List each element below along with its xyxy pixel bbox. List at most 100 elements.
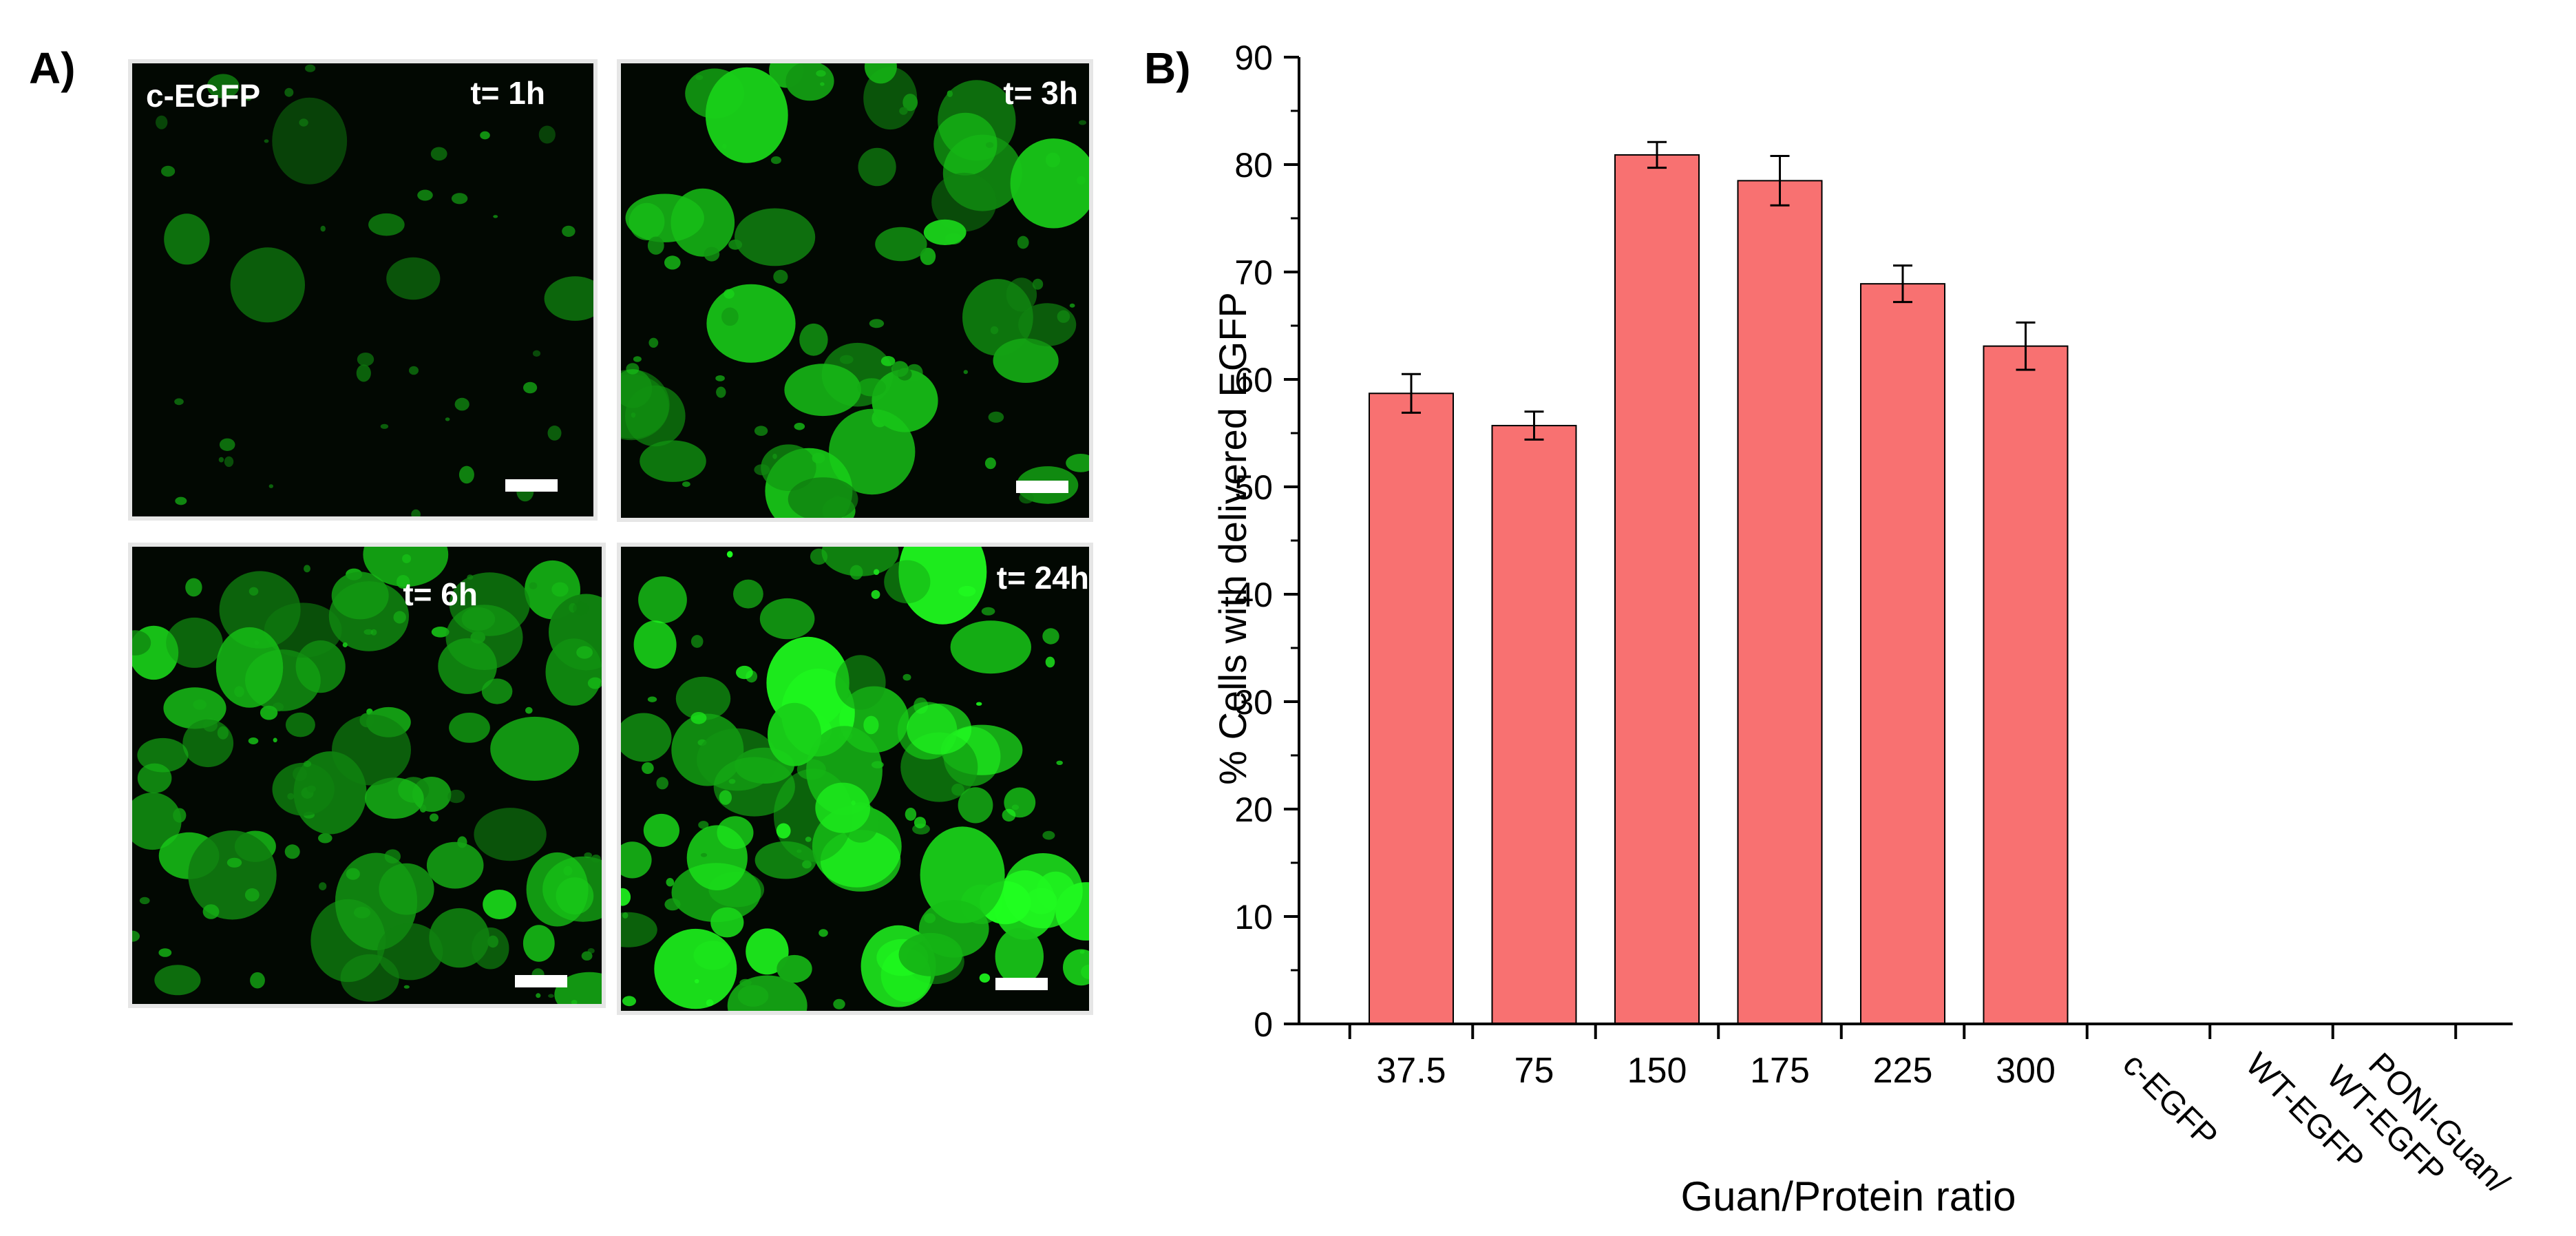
- cell-blob: [810, 548, 828, 565]
- cell-blob: [166, 617, 223, 668]
- cell-blob: [754, 464, 770, 476]
- cell-blob: [770, 156, 781, 165]
- cell-blob: [654, 928, 737, 1009]
- cell-blob: [417, 189, 433, 201]
- cell-blob: [902, 94, 918, 112]
- y-tick-label: 50: [1234, 468, 1273, 507]
- bar: [1614, 154, 1700, 1025]
- cell-blob: [682, 481, 690, 488]
- cell-blob: [746, 928, 789, 975]
- y-tick-label: 0: [1254, 1005, 1273, 1044]
- cell-blob: [754, 841, 816, 879]
- cell-blob: [224, 456, 234, 468]
- cell-blob: [884, 560, 931, 604]
- cell-blob: [735, 208, 816, 266]
- y-tick-label: 90: [1234, 39, 1273, 77]
- cell-blob: [833, 998, 845, 1009]
- cell-blob: [244, 888, 260, 902]
- cell-blob: [664, 255, 681, 270]
- cell-blob: [704, 247, 720, 262]
- cell-blob: [716, 386, 726, 398]
- cell-blob: [284, 844, 300, 859]
- cell-blob: [132, 792, 182, 850]
- cell-blob: [1045, 656, 1055, 668]
- cell-blob: [139, 897, 150, 905]
- cell-blob: [1042, 830, 1055, 840]
- cell-blob: [869, 319, 885, 328]
- cell-blob: [875, 227, 927, 262]
- cell-blob: [907, 703, 972, 755]
- cell-blob: [457, 836, 467, 848]
- cell-blob: [226, 857, 242, 868]
- panel-b-label: B): [1144, 43, 1191, 93]
- cell-blob: [958, 787, 993, 824]
- cell-blob: [815, 782, 871, 833]
- cell-blob: [1018, 303, 1077, 346]
- micrograph-3h-image: [621, 63, 1089, 518]
- cell-blob: [726, 551, 733, 558]
- cell-blob: [947, 90, 953, 97]
- cell-blob: [587, 677, 602, 689]
- cell-blob: [490, 716, 580, 781]
- cell-blob: [633, 620, 677, 669]
- cell-blob: [304, 565, 310, 573]
- micrograph-1h-image: [156, 64, 593, 516]
- cell-blob: [835, 655, 886, 710]
- cell-blob: [829, 408, 916, 495]
- cell-blob: [386, 257, 441, 300]
- cell-blob: [899, 107, 908, 115]
- cell-blob: [547, 426, 562, 441]
- cell-blob: [963, 370, 968, 375]
- cell-blob: [933, 112, 997, 176]
- cell-blob: [365, 777, 424, 819]
- cell-blob: [640, 440, 706, 482]
- cell-blob: [483, 890, 516, 919]
- cell-blob: [625, 193, 704, 242]
- cell-blob: [430, 813, 439, 822]
- x-tick-label: PONI-Guan/WT-EGFP: [2319, 1031, 2516, 1228]
- cell-blob: [377, 923, 443, 981]
- cell-blob: [182, 719, 234, 768]
- cell-blob: [754, 426, 768, 436]
- cell-blob: [993, 338, 1059, 383]
- cell-blob: [576, 646, 593, 659]
- x-tick-label: 300: [1996, 1051, 2056, 1091]
- scale-bar: [1016, 481, 1068, 493]
- x-tick-label: 37.5: [1376, 1051, 1446, 1091]
- cell-blob: [480, 131, 490, 140]
- cell-blob: [721, 307, 739, 326]
- cell-blob: [864, 63, 897, 84]
- cell-blob: [880, 356, 896, 366]
- cell-blob: [784, 364, 861, 417]
- cell-blob: [185, 578, 202, 597]
- cell-blob: [447, 789, 465, 804]
- cell-blob: [272, 762, 335, 816]
- cell-blob: [891, 361, 909, 377]
- cell-blob: [156, 115, 168, 129]
- cell-blob: [690, 712, 707, 724]
- cell-blob: [796, 759, 826, 780]
- cell-blob: [332, 714, 411, 786]
- cell-blob: [1069, 303, 1075, 308]
- cell-blob: [713, 757, 795, 817]
- cell-blob: [1019, 492, 1034, 504]
- y-tick-label: 30: [1234, 683, 1273, 722]
- cell-blob: [788, 477, 858, 518]
- cell-blob: [273, 737, 277, 743]
- cell-blob: [154, 965, 201, 996]
- time-label: t= 1h: [470, 75, 545, 111]
- cell-blob: [230, 247, 305, 323]
- cell-blob: [451, 193, 468, 205]
- cell-blob: [647, 236, 664, 255]
- cell-blob: [1003, 853, 1083, 929]
- cell-blob: [642, 762, 654, 774]
- cell-blob: [357, 353, 374, 366]
- cell-blob: [981, 607, 995, 616]
- cell-blob: [799, 323, 828, 356]
- x-tick-label: 150: [1627, 1051, 1687, 1091]
- x-tick-label: 175: [1750, 1051, 1810, 1091]
- cell-blob: [481, 678, 513, 704]
- cell-blob: [581, 951, 593, 961]
- cell-blob: [449, 713, 490, 743]
